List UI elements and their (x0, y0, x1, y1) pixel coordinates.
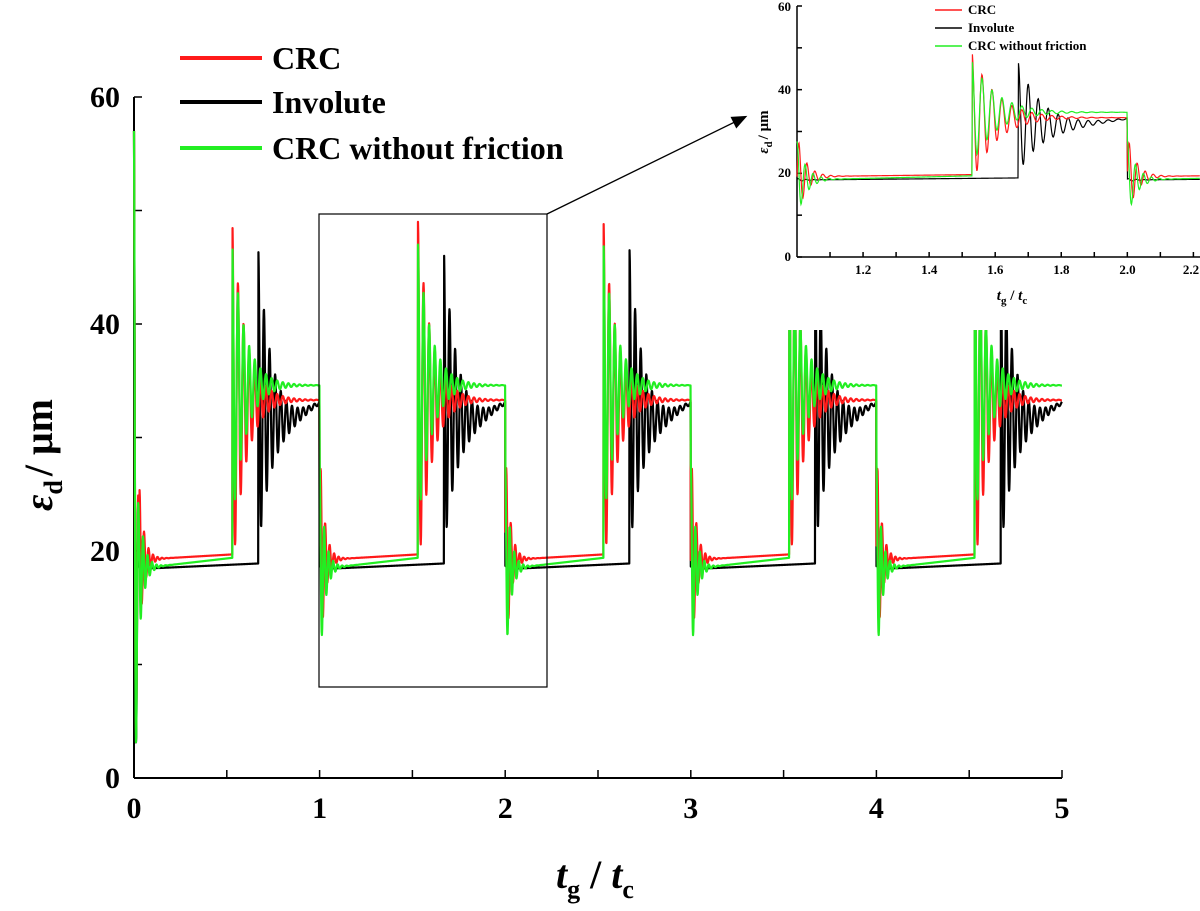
inset-background (780, 0, 1200, 330)
inset-x-axis-title-main2: t (1018, 288, 1023, 304)
legend-label-crc-without-friction: CRC without friction (272, 130, 564, 166)
inset-x-tick-label-1.4: 1.4 (921, 262, 938, 277)
inset-y-axis-title-sub: d (763, 141, 775, 147)
x-tick-label-5: 5 (1055, 792, 1070, 825)
y-tick-label-0: 0 (105, 762, 120, 795)
inset-y-axis-title-unit: / μm (756, 110, 772, 140)
inset-x-axis-title-sub2: c (1022, 295, 1027, 307)
inset-x-axis-title-main: t (997, 288, 1002, 304)
x-axis-title-sep: / (580, 852, 611, 897)
inset-x-tick-labels: 1.2 1.4 1.6 1.8 2.0 2.2 (855, 262, 1199, 277)
inset-legend-label-crc-without-friction: CRC without friction (968, 38, 1087, 53)
inset-x-tick-label-2.0: 2.0 (1119, 262, 1135, 277)
y-axis-title-sub: d (39, 480, 68, 495)
y-tick-label-40: 40 (90, 308, 120, 341)
inset-legend: CRC Involute CRC without friction (935, 2, 1087, 53)
y-axis-title-main: ε (16, 494, 61, 511)
main-axes: 0 1 2 3 4 5 0 20 40 60 (90, 81, 1070, 825)
legend-label-crc: CRC (272, 40, 341, 76)
main-legend: CRC Involute CRC without friction (180, 40, 564, 166)
inset-x-tick-label-1.6: 1.6 (987, 262, 1004, 277)
inset-x-axis-title: tg / tc (997, 288, 1028, 307)
x-axis-title-sub1: g (567, 875, 580, 904)
legend-label-involute: Involute (272, 84, 386, 120)
x-tick-label-3: 3 (683, 792, 698, 825)
inset-y-tick-label-0: 0 (785, 249, 792, 264)
inset-y-axis-title-main: ε (756, 147, 772, 154)
inset-y-tick-label-60: 60 (778, 0, 791, 14)
zoom-box (318, 213, 548, 688)
inset-y-tick-labels: 0 20 40 60 (778, 0, 791, 264)
x-tick-label-4: 4 (869, 792, 884, 825)
y-axis-title: εd / μm (16, 399, 68, 511)
inset-legend-label-crc: CRC (968, 2, 996, 17)
zoom-arrow (546, 115, 748, 215)
series-line-involute (132, 131, 1063, 744)
inset-x-tick-label-1.8: 1.8 (1053, 262, 1070, 277)
series-line-crc (132, 131, 1063, 731)
series-group (132, 131, 1063, 744)
x-axis-title: tg / tc (556, 852, 634, 904)
y-tick-labels: 0 20 40 60 (90, 81, 120, 795)
inset-x-tick-label-2.2: 2.2 (1183, 262, 1199, 277)
inset-x-axis-title-sep: / (1006, 288, 1018, 304)
x-axis-title-main: t (556, 852, 569, 897)
inset-y-tick-label-40: 40 (778, 82, 791, 97)
inset-series-line-crc-without-friction (796, 62, 1200, 207)
inset-legend-label-involute: Involute (968, 20, 1014, 35)
main-ticks (133, 96, 1063, 779)
inset-series-line-involute (796, 63, 1200, 182)
x-tick-label-1: 1 (312, 792, 327, 825)
series-line-crc-without-friction (132, 131, 1063, 744)
y-tick-label-20: 20 (90, 535, 120, 568)
x-axis-title-sub2: c (622, 875, 634, 904)
y-axis-title-unit: / μm (16, 399, 61, 477)
y-tick-label-60: 60 (90, 81, 120, 114)
inset-y-tick-label-20: 20 (778, 165, 791, 180)
inset-x-axis-title-sub1: g (1001, 295, 1007, 307)
inset-y-axis-title: εd/ μm (756, 110, 775, 154)
x-tick-label-0: 0 (127, 792, 142, 825)
x-tick-label-2: 2 (498, 792, 513, 825)
inset-ticks (797, 5, 1195, 258)
inset-x-tick-label-1.2: 1.2 (855, 262, 871, 277)
x-tick-labels: 0 1 2 3 4 5 (127, 792, 1070, 825)
x-axis-title-main2: t (611, 852, 624, 897)
inset-chart: 1.2 1.4 1.6 1.8 2.0 2.2 0 20 40 60 εd/ μ… (756, 0, 1200, 330)
inset-series-group (796, 54, 1200, 207)
